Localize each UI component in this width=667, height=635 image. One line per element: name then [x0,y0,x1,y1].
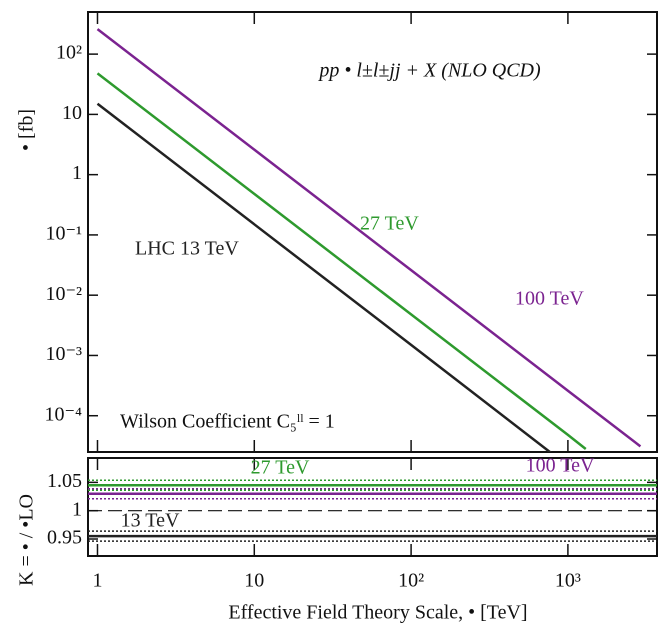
series-label: LHC 13 TeV [135,238,239,260]
y-tick-label: 10 [62,102,82,124]
y-tick-label: 10² [56,42,82,64]
y-axis-label: • [fb] [16,109,38,151]
series-line [96,72,587,451]
y-tick-label: 0.95 [47,527,82,549]
x-tick-label: 10³ [555,570,581,592]
series-label: 27 TeV [360,213,419,235]
plot-area [88,479,657,542]
wilson-note: Wilson Coefficient C₅ˡˡ = 1 [120,411,335,433]
plot-area [96,28,642,452]
y-tick-label: 1.05 [47,470,82,492]
x-tick-label: 1 [92,570,102,592]
y-tick-label: 10⁻⁴ [44,403,82,425]
bottom-frame [87,457,658,557]
x-axis-label: Effective Field Theory Scale, • [TeV] [228,602,527,624]
y-tick-label: 1 [72,498,82,520]
series-line [96,28,642,448]
series-line [96,102,552,452]
series-label: 27 TeV [251,457,310,479]
y-tick-label: 10⁻¹ [45,223,82,245]
series-label: 100 TeV [526,455,595,477]
series-label: 100 TeV [515,288,584,310]
y-tick-label: 10⁻³ [45,343,82,365]
y-tick-label: 1 [72,162,82,184]
top-frame [87,11,658,453]
y-tick-label: 10⁻² [45,283,82,305]
series-label: 13 TeV [121,510,180,532]
process-annotation: pp • l±l±jj + X (NLO QCD) [317,60,541,82]
k-axis-label: K = • / •LO [16,494,38,586]
x-tick-label: 10² [398,570,424,592]
x-tick-label: 10 [244,570,264,592]
